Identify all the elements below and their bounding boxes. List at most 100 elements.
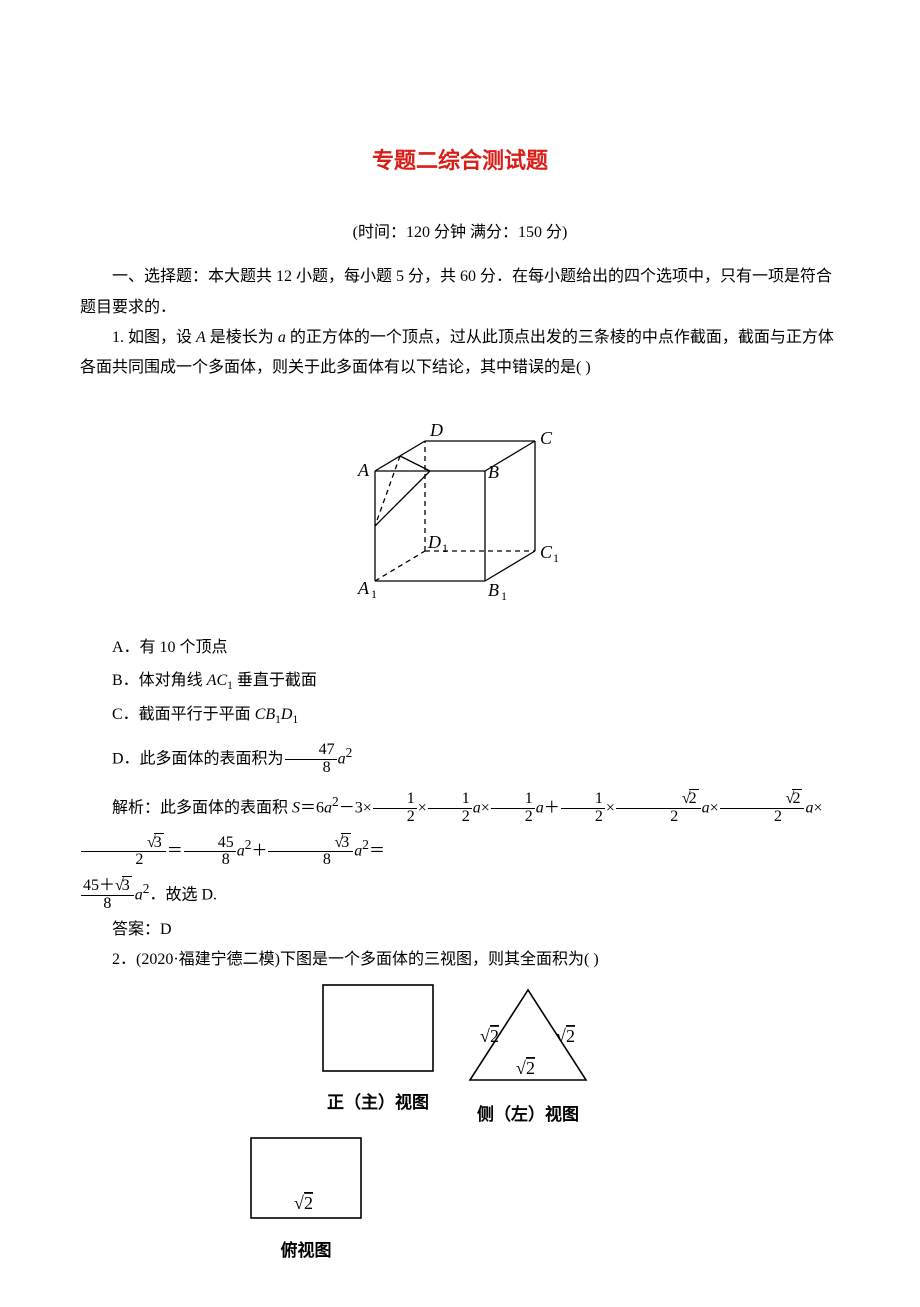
side-view: √2 √2 √2 侧（左）视图 (458, 984, 598, 1132)
plus1: ＋ (544, 799, 560, 816)
n: √3 (268, 835, 353, 853)
svg-text:1: 1 (553, 551, 559, 565)
q1-opt-d-sup: 2 (346, 745, 353, 760)
q2-three-views-row2: √2 俯视图 (80, 1137, 840, 1267)
rad: 3 (122, 876, 132, 894)
d: 2 (81, 852, 166, 869)
q1-analysis: 解析：此多面体的表面积 S＝6a2－3×12×12a×12a＋12×√22a×√… (80, 785, 840, 872)
f5: √22 (616, 791, 701, 826)
side-view-svg: √2 √2 √2 (458, 984, 598, 1084)
q1-opt-c-D: D (281, 706, 293, 723)
n: 1 (428, 791, 472, 809)
page-title: 专题二综合测试题 (80, 140, 840, 182)
ana-eq: ＝6 (300, 799, 324, 816)
svg-text:B: B (488, 462, 499, 482)
rad: 3 (341, 833, 351, 851)
q1-answer: 答案：D (80, 915, 840, 945)
final-frac: 45＋√38 (81, 878, 134, 913)
fn-pre: 45＋ (83, 877, 115, 894)
a6: a (237, 843, 245, 860)
fs3: √38 (268, 835, 353, 870)
frac-num: 47 (285, 742, 337, 760)
q1-opt-b-post: 垂直于截面 (233, 672, 317, 689)
q1-stem: 1. 如图，设 A 是棱长为 a 的正方体的一个顶点，过从此顶点出发的三条棱的中… (80, 323, 840, 384)
front-view-label: 正（主）视图 (322, 1087, 434, 1119)
d: 2 (491, 809, 535, 826)
q1-stem-pre: 1. 如图，设 (112, 329, 196, 346)
svg-text:C: C (540, 428, 553, 448)
svg-text:1: 1 (442, 541, 448, 555)
ana-pre: 解析：此多面体的表面积 (112, 799, 292, 816)
q1-opt-c: C．截面平行于平面 CB1D1 (80, 700, 840, 732)
svg-text:B: B (488, 580, 499, 600)
top-view-label: 俯视图 (250, 1235, 362, 1267)
q1-opt-d: D．此多面体的表面积为478a2 (80, 736, 840, 779)
ana-minus: －3× (339, 799, 372, 816)
a2: a (473, 799, 481, 816)
n: 1 (373, 791, 417, 809)
f7: √32 (81, 835, 166, 870)
q1-opt-c-CB: CB (255, 706, 275, 723)
d: 8 (184, 852, 236, 869)
front-view-svg (322, 984, 434, 1072)
f4: 12 (561, 791, 605, 826)
n: √2 (616, 791, 701, 809)
q1-opt-d-a: a (338, 750, 346, 767)
ana-a1: a (324, 799, 332, 816)
d: 2 (616, 809, 701, 826)
svg-text:D: D (429, 420, 443, 440)
f6: √22 (720, 791, 805, 826)
n: √2 (720, 791, 805, 809)
rad: 2 (689, 789, 699, 807)
f45: 458 (184, 835, 236, 870)
q1-opt-d-frac: 478 (285, 742, 337, 777)
q1-opt-d-pre: D．此多面体的表面积为 (112, 750, 284, 767)
q1-opt-c-s2: 1 (292, 714, 298, 726)
svg-text:1: 1 (371, 587, 377, 601)
q1-opt-b-AC: AC (207, 672, 227, 689)
top-view-svg: √2 (250, 1137, 362, 1219)
ana-s1: 2 (332, 794, 339, 809)
q1-opt-b: B．体对角线 AC1 垂直于截面 (80, 666, 840, 698)
d: 8 (268, 852, 353, 869)
svg-text:C: C (540, 542, 553, 562)
ana-S: S (292, 799, 300, 816)
svg-text:A: A (357, 460, 370, 480)
side-view-label: 侧（左）视图 (458, 1099, 598, 1131)
svg-text:√: √ (516, 1058, 526, 1078)
rad: 2 (792, 789, 802, 807)
svg-text:√: √ (480, 1026, 490, 1046)
svg-text:2: 2 (490, 1026, 499, 1046)
q1-figure: A B C D A1 B1 C1 D1 (80, 396, 840, 617)
svg-text:1: 1 (501, 589, 507, 603)
a5: a (805, 799, 813, 816)
q1-var-a: a (278, 329, 286, 346)
n: 45 (184, 835, 236, 853)
a4: a (702, 799, 710, 816)
svg-text:2: 2 (304, 1193, 313, 1213)
f3: 12 (491, 791, 535, 826)
ana-end: ．故选 D. (149, 886, 217, 903)
f2: 12 (428, 791, 472, 826)
exam-timing: (时间：120 分钟 满分：150 分) (80, 218, 840, 248)
n: 1 (491, 791, 535, 809)
svg-text:A: A (357, 578, 370, 598)
q2-stem: 2．(2020·福建宁德二模)下图是一个多面体的三视图，则其全面积为( ) (80, 945, 840, 975)
svg-text:√: √ (294, 1193, 304, 1213)
d: 2 (373, 809, 417, 826)
q2-three-views-row1: 正（主）视图 √2 √2 √2 侧（左）视图 (80, 984, 840, 1132)
top-view: √2 俯视图 (250, 1137, 362, 1267)
d: 2 (428, 809, 472, 826)
svg-text:2: 2 (526, 1058, 535, 1078)
svg-text:√: √ (556, 1026, 566, 1046)
s7: 2 (362, 837, 369, 852)
q1-opt-b-pre: B．体对角线 (112, 672, 207, 689)
a8: a (135, 886, 143, 903)
frac-den: 8 (285, 760, 337, 777)
a3: a (536, 799, 544, 816)
q1-analysis-line2: 45＋√38a2．故选 D. (80, 872, 840, 915)
q1-opt-a: A．有 10 个顶点 (80, 633, 840, 663)
svg-text:2: 2 (566, 1026, 575, 1046)
q1-stem-mid1: 是棱长为 (206, 329, 278, 346)
f1: 12 (373, 791, 417, 826)
